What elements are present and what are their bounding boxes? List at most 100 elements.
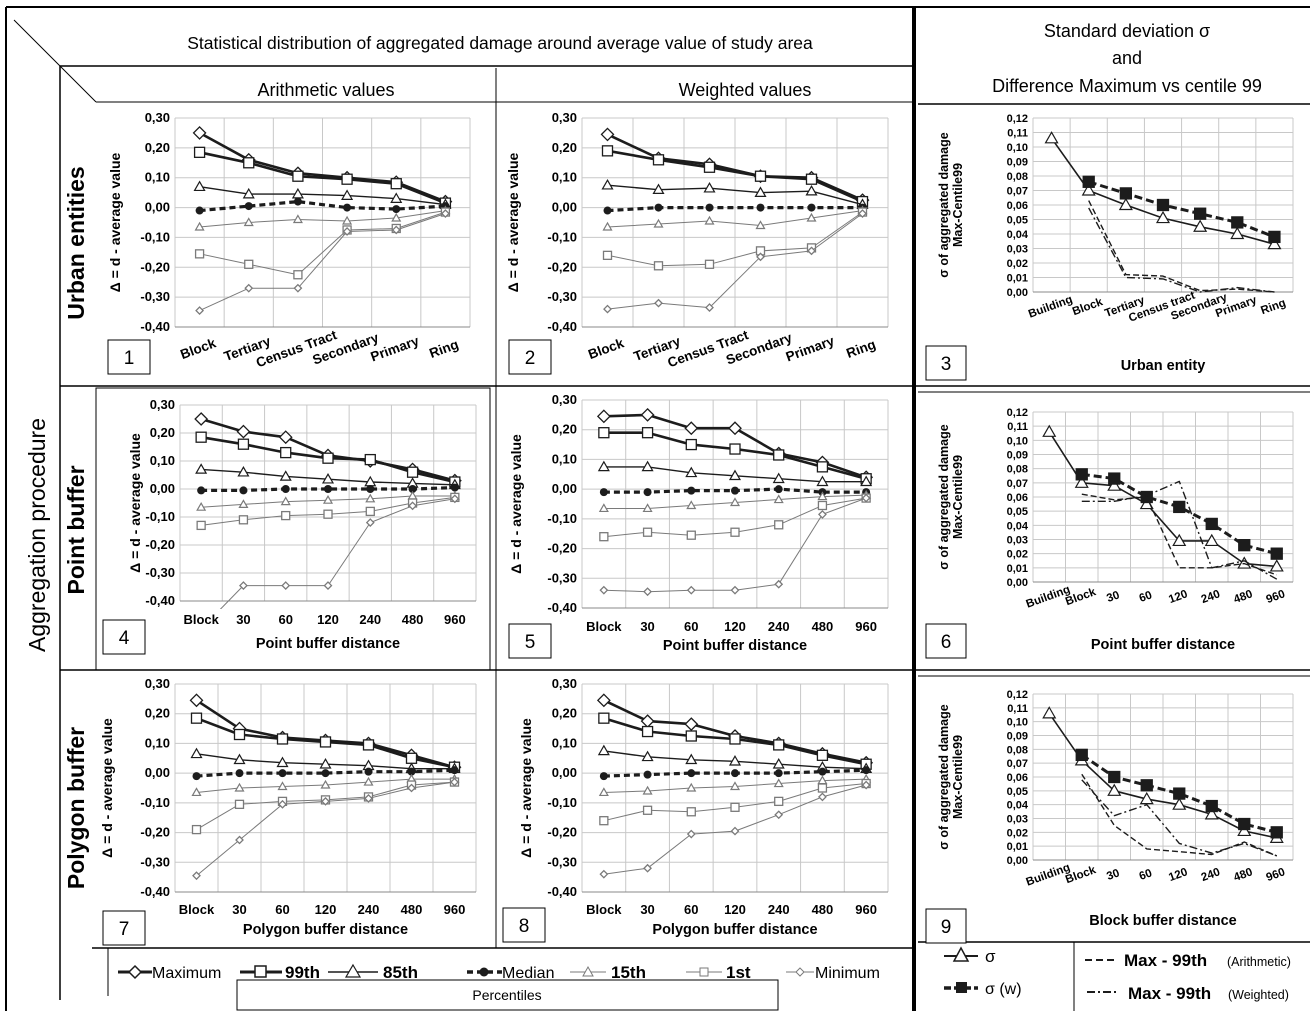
- data-point-85th: [319, 758, 332, 769]
- data-point-15th: [704, 215, 715, 225]
- data-point-minimum: [407, 783, 416, 793]
- chart-panel-5: 0,30 0,20 0,10 0,00 -0,10 -0,20 -0,30 -0,40 Bloc…: [508, 392, 889, 659]
- data-point-minimum: [861, 493, 871, 503]
- data-point-85th: [193, 180, 206, 192]
- y-axis-label: Δ = d - average value: [127, 433, 143, 573]
- data-point-minimum: [818, 792, 827, 802]
- series-line-max-99th-weighted: [1088, 207, 1275, 293]
- y-axis-label-line-2: Max-Centile99: [951, 163, 965, 247]
- data-point-w: [1270, 826, 1283, 839]
- x-axis-label: Polygon buffer distance: [243, 922, 408, 938]
- data-point-85th: [754, 186, 767, 197]
- data-point-99th: [364, 453, 376, 466]
- data-point-: [1044, 131, 1059, 144]
- y-tick-label: 0,09: [1007, 157, 1028, 169]
- series-15th: [598, 489, 872, 513]
- data-point-w: [1270, 547, 1283, 560]
- data-point-median: [756, 203, 765, 212]
- chart-panel-7: 0,30 0,20 0,10 0,00 -0,10 -0,20 -0,30 -0,40 Bloc…: [99, 676, 477, 946]
- series-minimum: [195, 209, 450, 315]
- series-line-15th: [607, 210, 863, 228]
- data-point-15th: [773, 778, 784, 788]
- data-point-85th: [233, 753, 246, 765]
- data-point-: [1074, 475, 1089, 488]
- y-tick-label: 0,11: [1007, 421, 1028, 433]
- y-tick-label: 0,10: [1007, 717, 1028, 729]
- data-point-15th: [243, 217, 254, 227]
- data-point-median: [293, 197, 302, 206]
- data-point-median: [407, 767, 416, 776]
- x-tick-label-ring: Ring: [427, 337, 460, 361]
- y-tick-label: -0,10: [547, 511, 577, 526]
- data-point-w: [1173, 500, 1186, 514]
- series-line-maximum: [198, 131, 446, 203]
- data-point-99th: [237, 438, 250, 450]
- data-point-minimum: [278, 799, 287, 809]
- data-point-median: [278, 769, 287, 778]
- data-point-w: [1173, 787, 1186, 800]
- data-point-median: [235, 769, 244, 778]
- data-point-85th: [685, 753, 698, 765]
- data-point-minimum: [603, 304, 612, 314]
- arithmetic-header: Arithmetic values: [257, 80, 394, 100]
- x-tick-label-120: 120: [724, 902, 746, 917]
- data-point-median: [343, 203, 352, 212]
- y-tick-label: -0,30: [547, 289, 577, 304]
- figure-borders: [5, 6, 1310, 1011]
- y-tick-label: 0,20: [552, 140, 577, 155]
- x-tick-label-block: Block: [586, 619, 622, 634]
- y-tick-label: 0,30: [552, 676, 577, 691]
- y-axis-label-line-2: Max-Centile99: [951, 735, 965, 819]
- data-point-minimum: [235, 835, 244, 845]
- data-point-15th: [322, 494, 334, 504]
- data-point-99th: [406, 466, 419, 478]
- data-point-median: [643, 488, 652, 497]
- data-point-15th: [292, 214, 303, 224]
- data-point-1st: [194, 249, 205, 259]
- data-point-15th: [365, 493, 376, 503]
- data-point-99th: [729, 443, 741, 455]
- data-point-: [1107, 783, 1122, 796]
- data-point-median: [450, 766, 459, 775]
- plot-area: [192, 126, 453, 315]
- data-point-15th: [755, 220, 766, 230]
- x-tick-label-block: Block: [183, 612, 219, 627]
- data-point-minimum: [450, 494, 460, 504]
- y-axis-label: Δ = d - average value: [505, 152, 521, 292]
- series-w: [1082, 175, 1281, 244]
- panel-number: 4: [119, 628, 130, 649]
- x-tick-label-120: 120: [317, 612, 339, 627]
- y-tick-label: -0,10: [140, 229, 170, 244]
- data-point-15th: [194, 221, 205, 231]
- data-point-median: [244, 202, 253, 211]
- legend-median-marker: [479, 967, 489, 977]
- row-label-urban-entities: Urban entities: [63, 166, 89, 319]
- series-max-99th-arithmetic: [1088, 200, 1275, 293]
- y-tick-label: 0,01: [1007, 273, 1028, 285]
- data-point-minimum: [858, 209, 867, 218]
- y-tick-label: -0,30: [547, 570, 577, 585]
- panel-number-box: [107, 339, 151, 375]
- data-point-85th: [685, 466, 698, 478]
- data-point-1st: [653, 261, 664, 271]
- x-tick-label-primary: Primary: [784, 333, 837, 364]
- plot-area: [596, 693, 874, 879]
- y-tick-label: 0,01: [1007, 563, 1028, 575]
- data-point-median: [450, 483, 459, 492]
- data-point-maximum: [640, 714, 655, 729]
- data-point-85th: [728, 755, 742, 766]
- data-point-15th: [598, 503, 609, 513]
- chart-panel-8: 0,30 0,20 0,10 0,00 -0,10 -0,20 -0,30 -0,40 Bloc…: [502, 676, 889, 943]
- chart-panel-4: 0,30 0,20 0,10 0,00 -0,10 -0,20 -0,30 -0,40 Bloc…: [102, 397, 477, 655]
- data-point-median: [599, 488, 608, 497]
- x-tick-label-240: 240: [1200, 588, 1222, 606]
- data-point-85th: [276, 756, 289, 768]
- data-point-median: [731, 486, 739, 495]
- x-axis-label: Point buffer distance: [256, 636, 400, 652]
- series-line-max-99th-weighted: [1081, 779, 1278, 857]
- data-point-median: [603, 206, 612, 215]
- plot-area: [1042, 706, 1284, 857]
- panel-number: 5: [525, 632, 536, 653]
- y-axis-label-line-2: Max-Centile99: [951, 455, 965, 539]
- data-point-median: [731, 769, 739, 778]
